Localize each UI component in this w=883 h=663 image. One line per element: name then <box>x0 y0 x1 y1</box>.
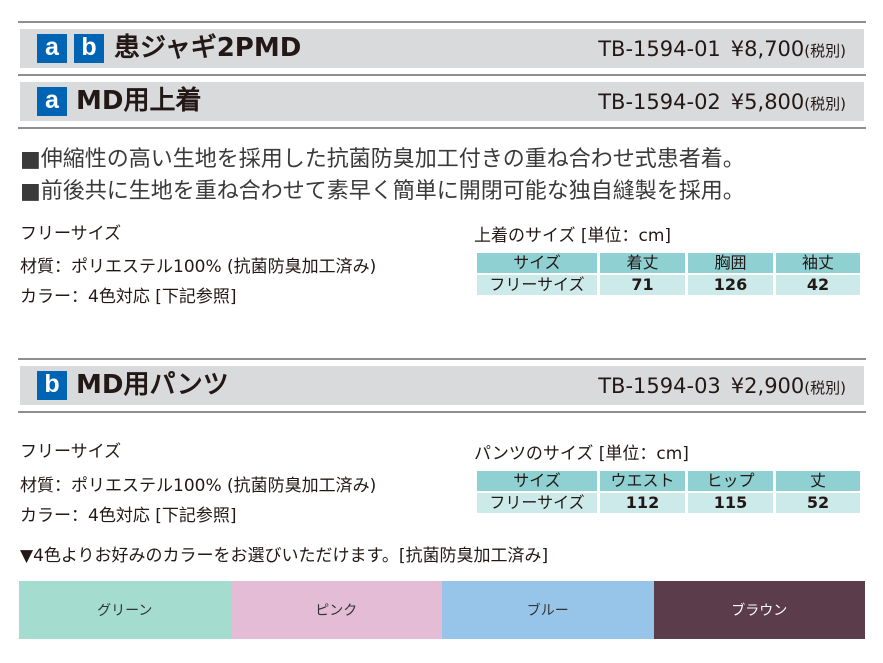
swatch-blue: ブルー <box>442 581 654 639</box>
pants-colors: カラー：4色対応 [下記参照] <box>20 506 237 526</box>
badge-a: a <box>37 34 67 63</box>
table-header: 丈 <box>776 471 860 491</box>
table-header: サイズ <box>477 471 597 491</box>
table-cell: 112 <box>600 493 685 513</box>
table-header: 胸囲 <box>688 253 773 273</box>
badge-b: b <box>74 34 104 63</box>
badge-b: b <box>37 371 67 400</box>
tax-note: (税別) <box>804 379 846 397</box>
pants-material: 材質：ポリエステル100% (抗菌防臭加工済み) <box>20 476 377 496</box>
swatch-pink: ピンク <box>230 581 442 639</box>
pants-table-caption: パンツのサイズ [単位：cm] <box>474 444 689 464</box>
product-2-title: MD用上着 <box>76 86 202 116</box>
product-1-code-price: TB-1594-01 ¥8,700(税別) <box>598 35 846 65</box>
feature-line-2: ■前後共に生地を重ね合わせて素早く簡単に開閉可能な独自縫製を採用。 <box>20 179 745 204</box>
product-code: TB-1594-02 <box>598 90 721 114</box>
swatch-brown: ブラウン <box>653 581 865 639</box>
product-3-code-price: TB-1594-03 ¥2,900(税別) <box>598 372 846 402</box>
swatch-green: グリーン <box>19 581 231 639</box>
table-header: ヒップ <box>688 471 773 491</box>
tax-note: (税別) <box>804 42 846 60</box>
table-cell: 52 <box>776 493 860 513</box>
swatch-label: グリーン <box>97 603 153 619</box>
swatch-label: ブルー <box>526 603 569 619</box>
top-rule <box>18 21 866 23</box>
product-1-title: 患ジャギ2PMD <box>114 33 302 63</box>
product-price: ¥8,700 <box>730 37 805 61</box>
product-3-header <box>20 366 864 405</box>
table-cell: 71 <box>600 275 685 295</box>
feature-line-1: ■伸縮性の高い生地を採用した抗菌防臭加工付きの重ね合わせ式患者着。 <box>20 147 745 172</box>
divider <box>18 127 866 129</box>
pants-size: フリーサイズ <box>20 442 122 462</box>
divider <box>18 411 866 413</box>
tax-note: (税別) <box>804 95 846 113</box>
product-2-header <box>20 82 864 121</box>
product-1-header <box>20 29 864 68</box>
table-header: 袖丈 <box>776 253 860 273</box>
badge-a: a <box>37 87 67 116</box>
table-cell: フリーサイズ <box>477 275 597 295</box>
color-swatches: グリーン ピンク ブルー ブラウン <box>19 581 865 639</box>
jacket-table-caption: 上着のサイズ [単位：cm] <box>474 226 672 246</box>
product-price: ¥2,900 <box>730 374 805 398</box>
divider <box>18 74 866 76</box>
product-2-code-price: TB-1594-02 ¥5,800(税別) <box>598 88 846 118</box>
jacket-size-table: サイズ 着丈 胸囲 袖丈 フリーサイズ 71 126 42 <box>474 251 863 297</box>
jacket-size: フリーサイズ <box>20 224 122 244</box>
swatch-label: ブラウン <box>731 603 788 619</box>
product-3-title: MD用パンツ <box>76 370 229 400</box>
table-cell: フリーサイズ <box>477 493 597 513</box>
product-price: ¥5,800 <box>730 90 805 114</box>
jacket-material: 材質：ポリエステル100% (抗菌防臭加工済み) <box>20 257 377 277</box>
pants-size-table: サイズ ウエスト ヒップ 丈 フリーサイズ 112 115 52 <box>474 469 863 515</box>
table-cell: 42 <box>776 275 860 295</box>
product-code: TB-1594-03 <box>598 374 721 398</box>
color-note: ▼4色よりお好みのカラーをお選びいただけます。[抗菌防臭加工済み] <box>20 546 549 566</box>
swatch-label: ピンク <box>315 603 358 619</box>
table-cell: 115 <box>688 493 773 513</box>
table-header: 着丈 <box>600 253 685 273</box>
table-cell: 126 <box>688 275 773 295</box>
jacket-colors: カラー：4色対応 [下記参照] <box>20 287 237 307</box>
product-code: TB-1594-01 <box>598 37 721 61</box>
table-header: サイズ <box>477 253 597 273</box>
divider <box>18 358 866 360</box>
table-header: ウエスト <box>600 471 685 491</box>
